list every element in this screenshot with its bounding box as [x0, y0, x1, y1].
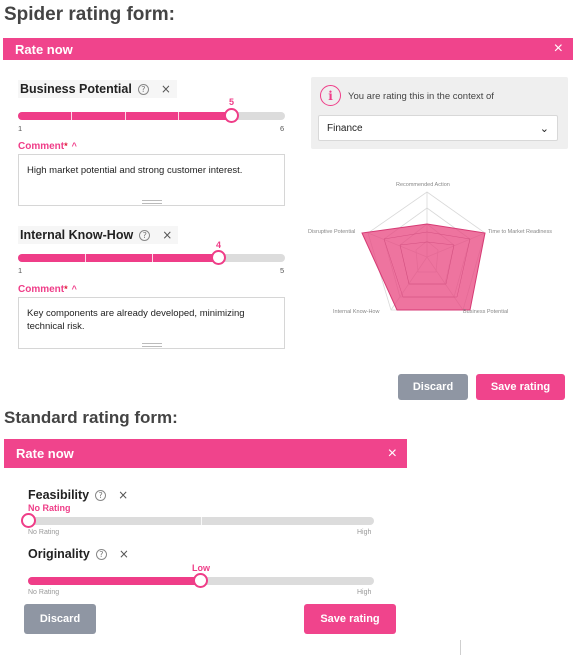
internal-know-how-value-label: 4	[216, 240, 222, 250]
business-potential-header: Business Potential ? ×	[18, 80, 177, 98]
standard-save-rating-button[interactable]: Save rating	[304, 604, 396, 634]
context-selected-value: Finance	[327, 122, 363, 134]
feasibility-header: Feasibility ? ×	[26, 486, 134, 504]
internal-know-how-min-label: 1	[18, 266, 23, 275]
divider	[460, 640, 461, 655]
feasibility-help-icon[interactable]: ?	[95, 489, 107, 501]
standard-rate-now-header: Rate now ×	[4, 439, 407, 468]
originality-min-label: No Rating	[28, 589, 60, 596]
internal-know-how-max-label: 5	[280, 266, 285, 275]
feasibility-remove-icon[interactable]: ×	[118, 488, 129, 502]
rating-context-panel: i You are rating this in the context of …	[311, 77, 568, 149]
internal-know-how-comment-field[interactable]: Key components are already developed, mi…	[18, 297, 285, 349]
business-potential-comment-label[interactable]: Comment* ^	[18, 141, 77, 152]
comment-collapse-icon: ^	[71, 284, 77, 294]
internal-know-how-slider-thumb[interactable]	[211, 250, 226, 265]
feasibility-value-label: No Rating	[28, 503, 71, 513]
internal-know-how-slider-fill	[18, 254, 218, 262]
internal-know-how-remove-icon[interactable]: ×	[162, 228, 173, 242]
spider-radar-chart	[361, 191, 486, 311]
internal-know-how-slider[interactable]	[18, 254, 285, 262]
business-potential-slider[interactable]	[18, 112, 285, 120]
originality-value-label: Low	[192, 563, 210, 573]
spider-close-icon[interactable]: ×	[553, 40, 563, 57]
business-potential-help-icon[interactable]: ?	[137, 83, 149, 95]
spider-rate-now-header: Rate now ×	[3, 38, 573, 60]
internal-know-how-name: Internal Know-How	[20, 228, 134, 242]
spider-section-title: Spider rating form:	[4, 4, 176, 25]
originality-max-label: High	[357, 589, 372, 596]
business-potential-max-label: 6	[280, 124, 285, 133]
originality-help-icon[interactable]: ?	[95, 548, 107, 560]
originality-name: Originality	[28, 547, 90, 561]
standard-header-title: Rate now	[16, 446, 74, 461]
internal-know-how-help-icon[interactable]: ?	[139, 229, 151, 241]
feasibility-max-label: High	[357, 529, 372, 536]
radar-axis-time-to-market: Time to Market Readiness	[488, 229, 552, 235]
context-text: You are rating this in the context of	[348, 91, 494, 102]
originality-remove-icon[interactable]: ×	[118, 547, 129, 561]
radar-axis-internal-know-how: Internal Know-How	[333, 309, 380, 315]
business-potential-comment-field[interactable]: High market potential and strong custome…	[18, 154, 285, 206]
radar-rating-area	[361, 223, 486, 311]
spider-header-title: Rate now	[15, 41, 73, 57]
internal-know-how-header: Internal Know-How ? ×	[18, 226, 179, 244]
resize-handle-icon[interactable]	[141, 200, 162, 204]
internal-know-how-comment-label[interactable]: Comment* ^	[18, 284, 77, 295]
feasibility-min-label: No Rating	[28, 529, 60, 536]
business-potential-slider-thumb[interactable]	[224, 108, 239, 123]
resize-handle-icon[interactable]	[141, 343, 162, 347]
business-potential-value-label: 5	[229, 97, 235, 107]
business-potential-comment-text: High market potential and strong custome…	[27, 165, 243, 176]
info-icon: i	[320, 85, 341, 106]
internal-know-how-comment-text: Key components are already developed, mi…	[27, 308, 245, 332]
feasibility-slider-thumb[interactable]	[21, 513, 36, 528]
business-potential-name: Business Potential	[20, 82, 132, 96]
spider-save-rating-button[interactable]: Save rating	[476, 374, 565, 400]
spider-discard-button[interactable]: Discard	[398, 374, 468, 400]
originality-header: Originality ? ×	[26, 545, 135, 563]
radar-axis-recommended-action: Recommended Action	[396, 182, 450, 188]
business-potential-min-label: 1	[18, 124, 23, 133]
radar-axis-disruptive-potential: Disruptive Potential	[308, 229, 356, 235]
comment-collapse-icon: ^	[71, 141, 77, 151]
standard-discard-button[interactable]: Discard	[24, 604, 96, 634]
business-potential-remove-icon[interactable]: ×	[160, 82, 171, 96]
radar-axis-business-potential: Business Potential	[463, 309, 509, 315]
standard-section-title: Standard rating form:	[4, 408, 178, 427]
chevron-down-icon: ⌄	[539, 121, 549, 135]
feasibility-name: Feasibility	[28, 488, 90, 502]
context-select[interactable]: Finance ⌄	[318, 115, 558, 141]
standard-close-icon[interactable]: ×	[387, 444, 397, 462]
feasibility-slider[interactable]	[28, 517, 374, 525]
originality-slider-fill	[28, 577, 201, 585]
originality-slider-thumb[interactable]	[193, 573, 208, 588]
